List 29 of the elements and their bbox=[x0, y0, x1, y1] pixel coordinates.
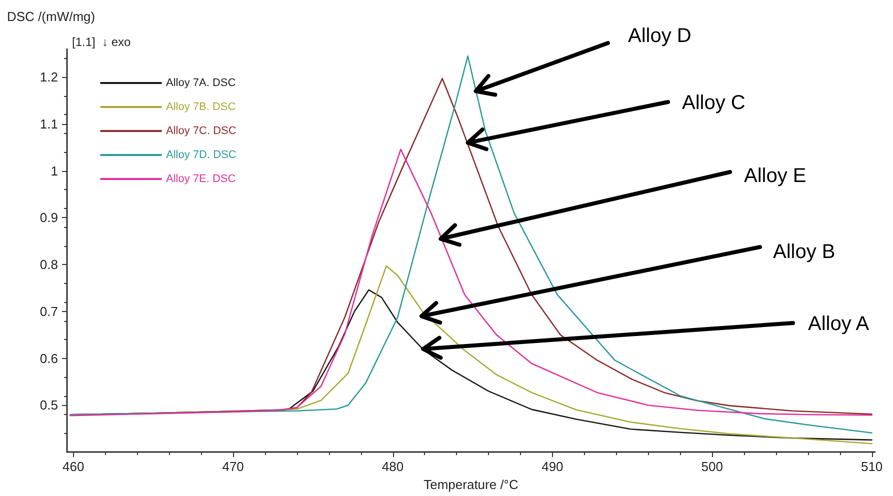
x-tick-label: 510 bbox=[860, 459, 883, 474]
annotation: Alloy B bbox=[773, 241, 836, 263]
x-tick-label: 470 bbox=[222, 459, 244, 474]
x-tick-label: 460 bbox=[62, 459, 84, 474]
x-tick-label: 480 bbox=[382, 459, 404, 474]
text: Alloy 7D. DSC bbox=[166, 149, 236, 161]
line-series bbox=[70, 148, 872, 416]
text: Alloy 7E. DSC bbox=[166, 173, 236, 185]
y-tick-label: 1.1 bbox=[40, 116, 58, 132]
annotation: Alloy D bbox=[628, 25, 692, 47]
x-tick-label: 500 bbox=[701, 459, 723, 474]
text: Alloy 7A. DSC bbox=[166, 77, 236, 89]
annotation: Alloy C bbox=[682, 92, 746, 114]
x-tick-label: 490 bbox=[542, 459, 564, 474]
y-tick-label: 0.7 bbox=[40, 304, 58, 319]
text: Alloy 7B. DSC bbox=[166, 101, 236, 113]
annotation: Alloy A bbox=[808, 313, 870, 335]
y-tick-label: 0.9 bbox=[40, 210, 58, 226]
x-axis-title: Temperature /°C bbox=[424, 477, 518, 492]
y-tick-label: 0.5 bbox=[40, 398, 58, 413]
y-axis-title: DSC /(mW/mg) bbox=[7, 9, 96, 24]
y-tick-label: 1 bbox=[50, 163, 58, 178]
annotation: Alloy E bbox=[744, 165, 806, 187]
y-tick-label: 1.2 bbox=[40, 70, 58, 85]
text: Alloy 7C. DSC bbox=[166, 125, 236, 137]
text: [1.1] bbox=[72, 35, 96, 49]
y-tick-label: 0.6 bbox=[40, 350, 58, 366]
text: ↓ exo bbox=[102, 35, 132, 49]
y-tick-label: 0.8 bbox=[40, 257, 58, 272]
